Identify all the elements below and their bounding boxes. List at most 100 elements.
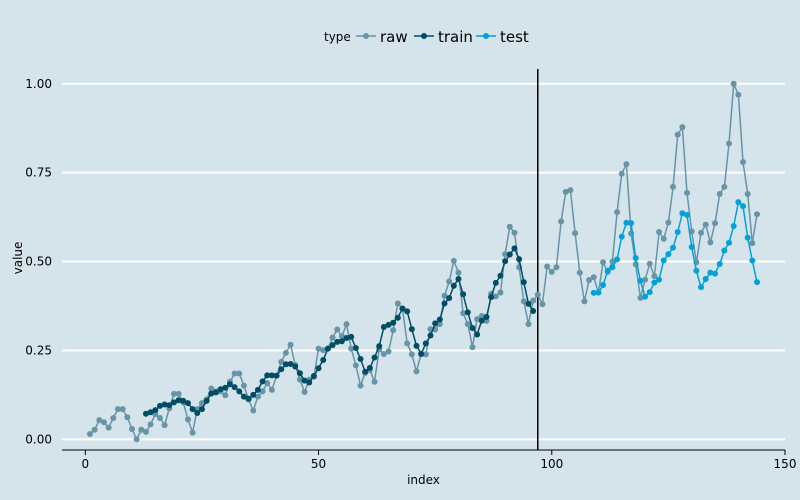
legend-key-point-train <box>421 33 427 39</box>
data-point-raw <box>651 273 658 280</box>
data-point-train <box>343 335 350 341</box>
data-point-train <box>282 361 289 368</box>
data-point-train <box>399 305 406 312</box>
data-point-train <box>441 300 448 307</box>
data-point-test <box>632 255 639 261</box>
data-point-train <box>240 393 247 400</box>
data-point-raw <box>352 362 359 369</box>
data-point-raw <box>100 419 107 426</box>
data-point-train <box>194 410 201 417</box>
data-point-train <box>352 344 359 351</box>
data-point-raw <box>581 298 588 305</box>
data-point-raw <box>91 426 98 433</box>
data-point-test <box>735 199 742 206</box>
data-point-train <box>292 363 299 370</box>
data-point-test <box>716 261 723 268</box>
data-point-test <box>656 276 663 283</box>
data-point-raw <box>726 140 733 147</box>
data-point-raw <box>254 393 261 400</box>
data-point-train <box>474 331 481 338</box>
data-point-train <box>413 342 420 349</box>
data-point-test <box>595 289 602 296</box>
data-point-raw <box>460 310 467 317</box>
data-point-raw <box>665 219 672 226</box>
data-point-test <box>600 282 607 289</box>
data-point-raw <box>670 183 677 190</box>
data-point-test <box>628 220 635 227</box>
data-point-train <box>254 386 261 393</box>
data-point-train <box>338 338 345 345</box>
data-point-raw <box>740 159 747 165</box>
data-point-raw <box>684 189 691 196</box>
series-test <box>590 199 761 300</box>
data-point-raw <box>707 239 714 246</box>
data-point-raw <box>208 385 215 392</box>
data-point-raw <box>553 264 560 271</box>
series-raw <box>86 80 761 443</box>
data-point-test <box>637 277 644 284</box>
data-point-train <box>464 309 471 316</box>
data-point-raw <box>105 424 112 431</box>
data-point-raw <box>590 274 597 281</box>
data-point-raw <box>119 406 126 413</box>
data-point-train <box>492 279 499 286</box>
x-tick-label: 50 <box>311 457 326 471</box>
data-point-train <box>212 389 219 396</box>
data-point-raw <box>623 161 630 168</box>
data-point-test <box>614 256 621 263</box>
data-point-train <box>222 384 229 391</box>
data-point-test <box>590 289 597 296</box>
legend-label-test: test <box>500 28 529 46</box>
data-point-train <box>189 406 196 413</box>
data-point-raw <box>320 347 327 354</box>
data-point-raw <box>520 298 527 305</box>
data-point-raw <box>534 291 541 298</box>
data-point-raw <box>455 269 462 276</box>
data-point-train <box>245 395 252 402</box>
data-point-raw <box>586 277 593 284</box>
data-point-test <box>609 264 616 271</box>
data-point-train <box>371 354 378 361</box>
data-point-raw <box>138 426 145 433</box>
data-point-train <box>525 300 532 307</box>
data-point-train <box>334 338 341 345</box>
data-point-raw <box>464 321 471 328</box>
data-point-train <box>385 321 392 328</box>
data-point-train <box>264 372 271 379</box>
data-point-train <box>170 399 177 406</box>
data-point-raw <box>184 416 191 423</box>
data-point-raw <box>110 415 117 421</box>
data-point-raw <box>236 370 243 377</box>
data-point-raw <box>492 293 499 300</box>
data-point-raw <box>380 351 387 357</box>
data-point-raw <box>446 278 453 285</box>
data-point-test <box>604 267 611 274</box>
data-point-train <box>324 345 331 352</box>
data-point-raw <box>329 334 336 341</box>
data-point-test <box>721 247 728 254</box>
data-point-raw <box>250 407 257 414</box>
y-tick-label: 0.75 <box>25 166 52 180</box>
data-point-raw <box>506 223 513 230</box>
data-point-raw <box>278 358 285 365</box>
data-point-raw <box>408 351 415 358</box>
data-point-raw <box>390 327 397 334</box>
data-point-train <box>306 379 313 386</box>
data-point-raw <box>749 240 756 247</box>
y-tick-label: 1.00 <box>25 77 52 91</box>
data-point-raw <box>338 333 345 340</box>
data-point-train <box>436 316 443 323</box>
data-point-test <box>660 257 667 264</box>
series-train <box>142 245 537 417</box>
data-point-test <box>674 229 681 236</box>
data-point-raw <box>716 191 723 197</box>
data-point-raw <box>744 191 751 197</box>
data-point-raw <box>114 406 121 413</box>
data-point-raw <box>128 426 135 433</box>
data-point-test <box>618 233 625 240</box>
data-point-raw <box>142 428 149 435</box>
data-point-train <box>516 256 523 263</box>
legend-title: type <box>324 30 351 44</box>
data-point-train <box>460 291 467 298</box>
data-point-raw <box>679 124 686 131</box>
